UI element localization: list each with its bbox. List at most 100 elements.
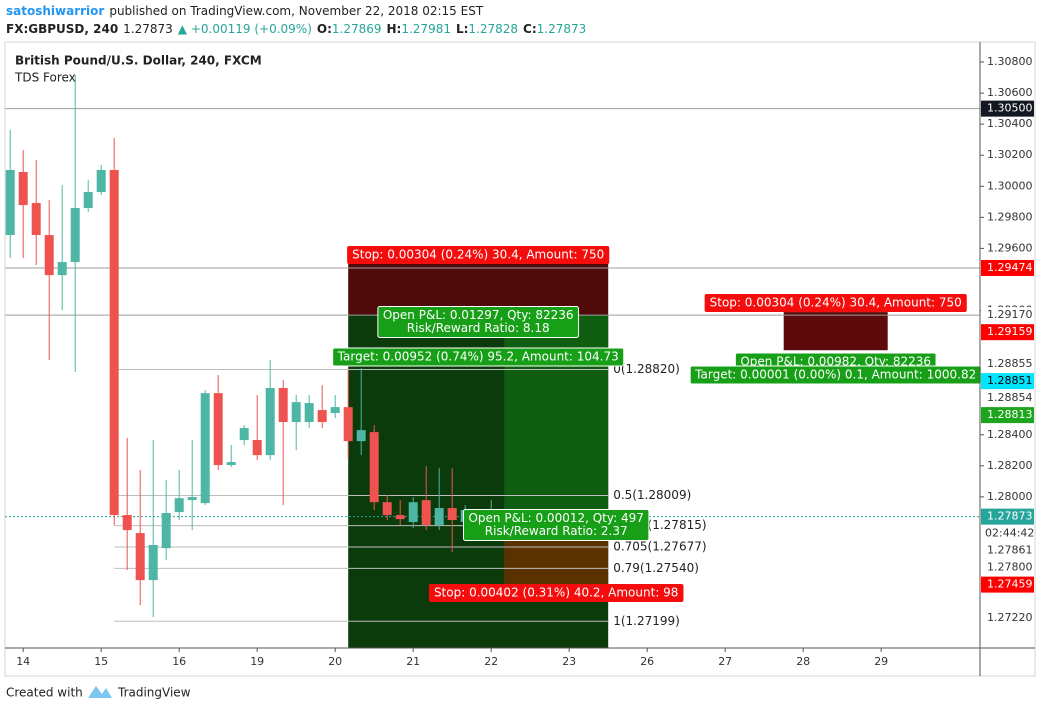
candle-body <box>447 508 457 521</box>
price-label-box <box>981 356 1034 373</box>
candle-body <box>278 388 288 423</box>
candle-body <box>213 393 223 466</box>
author[interactable]: satoshiwarrior <box>6 4 104 18</box>
x-tick-label: 27 <box>718 655 732 668</box>
tool-label: Stop: 0.00304 (0.24%) 30.4, Amount: 750 <box>352 248 604 262</box>
candle-body <box>148 545 158 581</box>
fib-label: 1(1.27199) <box>613 614 680 628</box>
price-label: 1.28855 <box>987 357 1033 370</box>
chart-title: British Pound/U.S. Dollar, 240, FXCM <box>15 54 262 68</box>
price-label: 1.27220 <box>987 611 1033 624</box>
price-label-box <box>981 559 1034 576</box>
candle-body <box>109 169 119 516</box>
price-label: 1.28854 <box>987 391 1033 404</box>
price-label: 1.27861 <box>987 544 1033 557</box>
price-label-box <box>981 259 1034 276</box>
price-label-box <box>981 610 1034 627</box>
candle-body <box>122 515 132 531</box>
candle-body <box>395 515 405 520</box>
fib-label: 0(1.28820) <box>613 362 680 376</box>
x-tick-label: 19 <box>250 655 264 668</box>
candle-body <box>252 440 262 456</box>
price-label-box <box>981 542 1034 559</box>
plot: 0(1.28820)0.5(1.28009)0.618(1.27815)0.70… <box>5 75 982 648</box>
ohlc-key: L: <box>456 22 468 36</box>
price-label: 1.27800 <box>987 561 1033 574</box>
published: published on TradingView.com, November 2… <box>109 4 484 18</box>
tool-label-box <box>704 294 967 312</box>
price-label-box <box>981 390 1034 407</box>
y-tick-label: 1.30200 <box>987 148 1033 161</box>
tool-label-box <box>332 347 625 367</box>
tool-label: Open P&L: 0.01297, Qty: 82236 <box>383 308 574 322</box>
ohlc-key: O: <box>317 22 332 36</box>
fib-label: 0.5(1.28009) <box>613 488 691 502</box>
y-tick-label: 1.28400 <box>987 428 1033 441</box>
price-label: 1.28851 <box>987 374 1033 387</box>
candle-body <box>291 402 301 423</box>
candle-body <box>57 262 67 276</box>
symbol-line: FX:GBPUSD, 240 1.27873 ▲ +0.00119 (+0.09%)… <box>6 22 586 36</box>
price-label: 1.29474 <box>987 261 1033 274</box>
y-tick-label: 1.29800 <box>987 210 1033 223</box>
candle-body <box>187 497 197 501</box>
tradingview-logo <box>88 686 112 698</box>
x-tick-label: 20 <box>328 655 342 668</box>
x-tick-label: 16 <box>172 655 186 668</box>
price-label-box <box>981 100 1034 117</box>
countdown: 02:44:42 <box>985 527 1034 540</box>
y-tick-label: 1.28200 <box>987 459 1033 472</box>
fib-label: 0.705(1.27677) <box>613 540 706 554</box>
candle-body <box>135 533 145 581</box>
candle-body <box>421 500 431 526</box>
candle-body <box>5 169 15 236</box>
price-label: 1.29159 <box>987 325 1033 338</box>
candle-body <box>18 171 28 206</box>
last-price: 1.27873 <box>123 22 173 36</box>
candle-body <box>161 513 171 549</box>
price-label: 1.29170 <box>987 308 1033 321</box>
footer-created: Created with <box>6 686 83 700</box>
price-label: 1.30500 <box>987 102 1033 115</box>
candle-body <box>96 169 106 193</box>
candle-body <box>44 235 54 276</box>
candle-body <box>356 430 366 442</box>
tool-label: Stop: 0.00402 (0.31%) 40.2, Amount: 98 <box>434 586 679 600</box>
price-label: 1.27873 <box>987 510 1033 523</box>
candle-body <box>343 407 353 442</box>
candle-body <box>369 432 379 503</box>
price-label-box <box>981 576 1034 593</box>
y-tick-label: 1.30600 <box>987 86 1033 99</box>
ohlc-value: 1.27869 <box>332 22 382 36</box>
chart-subtitle: TDS Forex <box>14 71 76 85</box>
footer-brand[interactable]: TradingView <box>117 686 191 700</box>
x-tick-label: 26 <box>640 655 654 668</box>
y-tick-label: 1.30400 <box>987 117 1033 130</box>
x-tick-label: 21 <box>406 655 420 668</box>
ohlc-key: H: <box>387 22 402 36</box>
fib-label: 0.79(1.27540) <box>613 561 699 575</box>
symbol: FX:GBPUSD, 240 <box>6 22 118 36</box>
candle-body <box>317 410 327 423</box>
change: ▲ +0.00119 (+0.09%) <box>178 22 312 36</box>
price-label-box <box>981 508 1034 525</box>
candle-body <box>434 508 444 526</box>
candle-body <box>304 403 314 423</box>
y-tick-label: 1.30800 <box>987 55 1033 68</box>
tool-label: Open P&L: 0.00012, Qty: 497 <box>468 511 643 525</box>
tool-label-box <box>377 306 580 338</box>
ohlc-value: 1.27873 <box>537 22 587 36</box>
candle-body <box>382 502 392 516</box>
candle-body <box>83 192 93 209</box>
tool-label-box <box>462 509 650 541</box>
tool-label: Open P&L: 0.00982, Qty: 82236 <box>740 355 931 369</box>
candle-body <box>408 502 418 523</box>
tool-label: Target: 0.00001 (0.00%) 0.1, Amount: 100… <box>694 368 976 382</box>
candle-body <box>330 407 340 414</box>
candle-body <box>265 388 275 456</box>
tool-label-box <box>428 584 684 602</box>
candle-body <box>31 203 41 236</box>
price-label-box <box>981 307 1034 324</box>
header-line: satoshiwarrior published on TradingView.c… <box>6 4 484 18</box>
